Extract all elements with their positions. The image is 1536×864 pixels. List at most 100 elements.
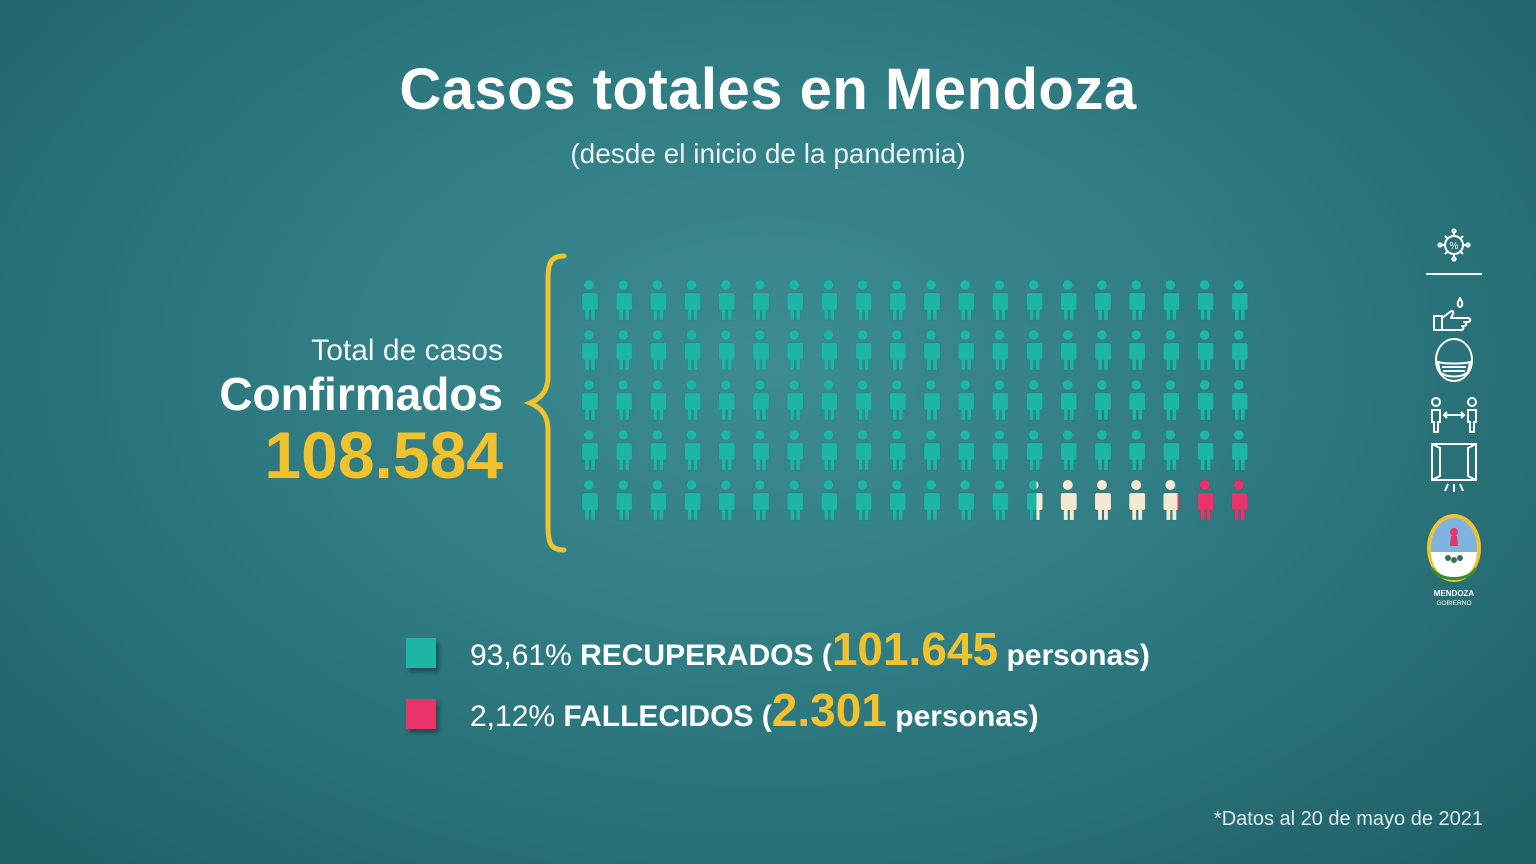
person-icon — [889, 279, 907, 321]
person-icon — [1163, 279, 1180, 321]
person-icon — [992, 479, 1009, 521]
person-icon — [684, 379, 701, 421]
person-icon — [1163, 429, 1180, 471]
person-icon — [718, 329, 736, 371]
person-icon — [1231, 279, 1249, 321]
legend-deceased-unit: personas) — [895, 700, 1039, 733]
person-icon — [992, 329, 1009, 371]
legend-swatch-recovered — [406, 638, 436, 669]
legend-recovered-percent: 93,61% — [470, 639, 572, 672]
legend-recovered-open: ( — [821, 639, 832, 672]
total-label: Total de casos — [311, 334, 503, 367]
legend-recovered-unit: personas) — [1006, 639, 1150, 672]
person-icon — [821, 429, 838, 471]
person-icon — [1197, 479, 1214, 521]
person-icon — [684, 479, 701, 521]
person-icon — [615, 279, 633, 321]
person-icon — [957, 429, 975, 471]
person-icon — [821, 379, 838, 421]
person-icon — [957, 279, 975, 321]
logo-text-line1: MENDOZA — [1434, 589, 1475, 598]
person-icon — [992, 279, 1009, 321]
person-icon — [992, 429, 1009, 471]
person-icon — [1060, 279, 1078, 321]
person-icon — [889, 379, 907, 421]
person-icon — [752, 379, 770, 421]
virus-icon: % — [1426, 228, 1482, 275]
person-icon — [581, 479, 599, 521]
person-icon — [1163, 329, 1180, 371]
person-icon — [1026, 429, 1043, 471]
person-icon — [1060, 479, 1078, 521]
person-icon — [923, 329, 941, 371]
svg-text:%: % — [1450, 241, 1459, 252]
footnote: *Datos al 20 de mayo de 2021 — [1213, 808, 1483, 830]
person-icon — [1128, 279, 1146, 321]
person-icon — [1026, 479, 1043, 521]
person-icon — [615, 429, 633, 471]
person-icon — [855, 379, 872, 421]
person-icon — [650, 429, 667, 471]
person-icon — [684, 279, 701, 321]
person-icon — [821, 279, 838, 321]
person-icon — [1197, 329, 1214, 371]
person-icon — [1094, 379, 1112, 421]
person-icon — [855, 279, 872, 321]
person-icon — [786, 429, 804, 471]
person-icon — [923, 279, 941, 321]
page-subtitle: (desde el inicio de la pandemia) — [570, 138, 966, 169]
person-icon — [752, 329, 770, 371]
person-icon — [1128, 429, 1146, 471]
person-icon — [1094, 429, 1112, 471]
person-icon — [1163, 379, 1180, 421]
person-icon — [992, 379, 1009, 421]
person-icon — [615, 329, 633, 371]
person-icon — [889, 429, 907, 471]
page-title: Casos totales en Mendoza — [399, 57, 1137, 122]
person-icon — [1094, 279, 1112, 321]
total-category: Confirmados — [219, 368, 503, 420]
person-icon — [718, 429, 736, 471]
total-value: 108.584 — [264, 418, 503, 492]
prevention-icons: % — [1424, 226, 1484, 610]
face-mask-icon — [1435, 338, 1473, 382]
person-icon — [1197, 279, 1214, 321]
person-icon — [650, 379, 667, 421]
person-icon — [1231, 329, 1249, 371]
person-icon — [1060, 329, 1078, 371]
person-icon — [718, 379, 736, 421]
person-icon — [1231, 479, 1249, 521]
person-icon — [718, 479, 736, 521]
person-icon — [650, 479, 667, 521]
person-icon — [650, 329, 667, 371]
ventilation-window-icon — [1431, 443, 1477, 492]
legend-deceased-count: 2.301 — [771, 684, 887, 736]
person-icon — [855, 329, 872, 371]
person-icon — [1094, 329, 1112, 371]
legend-deceased-open: ( — [761, 700, 772, 733]
person-icon — [957, 479, 975, 521]
legend-deceased-label: FALLECIDOS — [563, 700, 754, 733]
person-icon — [923, 479, 941, 521]
person-icon — [957, 379, 975, 421]
person-icon — [855, 479, 872, 521]
person-icon — [821, 479, 838, 521]
legend-recovered-count: 101.645 — [831, 623, 999, 675]
legend-deceased: 2,12% FALLECIDOS (2.301 personas) — [406, 683, 1039, 737]
person-icon — [923, 429, 941, 471]
legend-recovered-label: RECUPERADOS — [580, 639, 814, 672]
person-icon — [581, 329, 599, 371]
legend-deceased-percent: 2,12% — [470, 700, 556, 733]
person-icon — [752, 479, 770, 521]
person-icon — [855, 429, 872, 471]
total-block: Total de casos Confirmados 108.584 — [219, 333, 503, 491]
person-icon — [889, 329, 907, 371]
person-icon — [581, 429, 599, 471]
person-icon — [1128, 329, 1146, 371]
person-icon — [752, 279, 770, 321]
person-icon — [957, 329, 975, 371]
person-icon — [718, 279, 736, 321]
person-icon — [786, 329, 804, 371]
brace-bracket — [523, 253, 567, 553]
person-icon — [1128, 479, 1146, 521]
